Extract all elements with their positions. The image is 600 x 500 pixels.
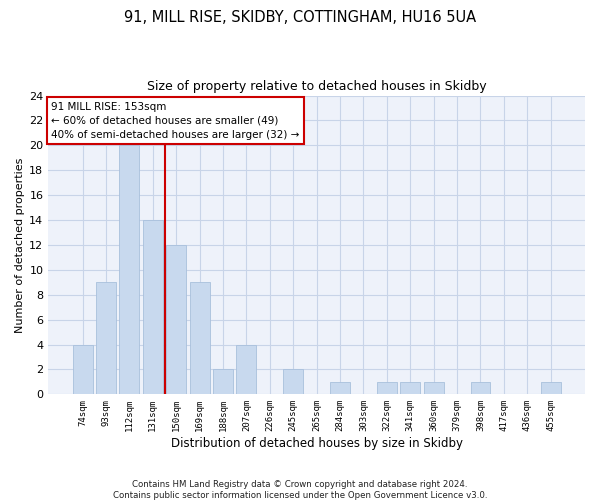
- Bar: [400, 382, 420, 394]
- Y-axis label: Number of detached properties: Number of detached properties: [15, 158, 25, 332]
- Bar: [166, 245, 186, 394]
- Bar: [213, 370, 233, 394]
- Bar: [330, 382, 350, 394]
- Bar: [541, 382, 560, 394]
- Text: 91 MILL RISE: 153sqm
← 60% of detached houses are smaller (49)
40% of semi-detac: 91 MILL RISE: 153sqm ← 60% of detached h…: [51, 102, 299, 140]
- Title: Size of property relative to detached houses in Skidby: Size of property relative to detached ho…: [147, 80, 487, 93]
- Bar: [143, 220, 163, 394]
- Bar: [73, 344, 92, 395]
- X-axis label: Distribution of detached houses by size in Skidby: Distribution of detached houses by size …: [170, 437, 463, 450]
- Bar: [119, 146, 139, 394]
- Bar: [283, 370, 303, 394]
- Bar: [236, 344, 256, 395]
- Bar: [470, 382, 490, 394]
- Bar: [96, 282, 116, 395]
- Text: Contains HM Land Registry data © Crown copyright and database right 2024.
Contai: Contains HM Land Registry data © Crown c…: [113, 480, 487, 500]
- Bar: [377, 382, 397, 394]
- Bar: [424, 382, 443, 394]
- Text: 91, MILL RISE, SKIDBY, COTTINGHAM, HU16 5UA: 91, MILL RISE, SKIDBY, COTTINGHAM, HU16 …: [124, 10, 476, 25]
- Bar: [190, 282, 209, 395]
